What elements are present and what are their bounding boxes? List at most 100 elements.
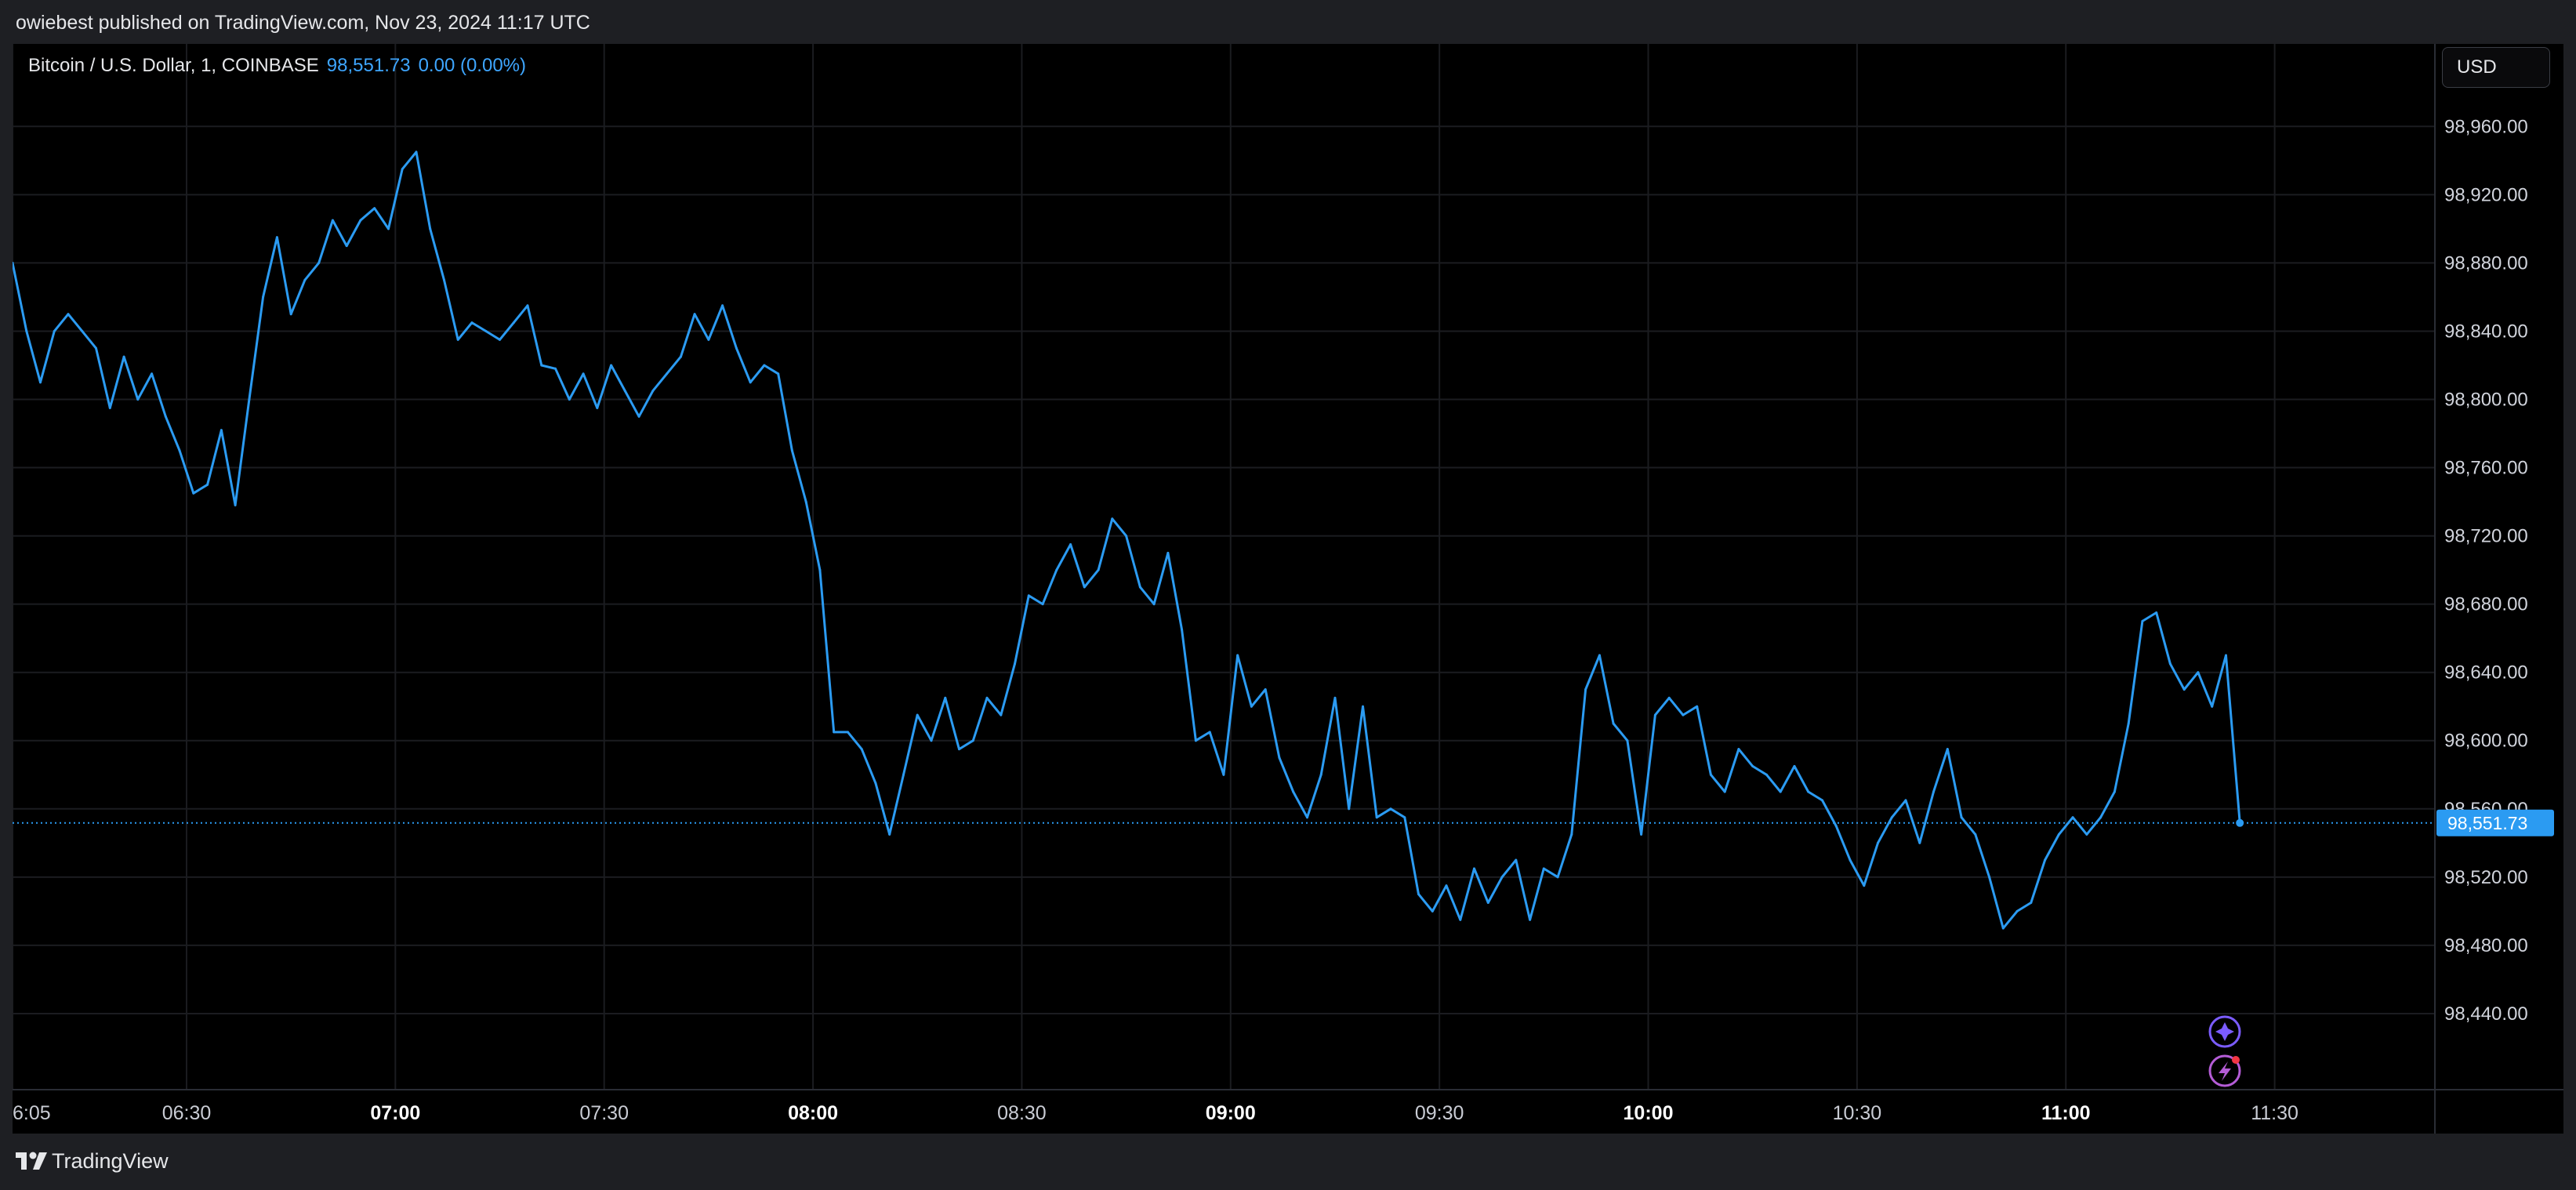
last-price-point: [2236, 818, 2244, 827]
data-point: [610, 364, 613, 367]
data-point: [2085, 833, 2088, 836]
tradingview-brand[interactable]: TradingView: [52, 1149, 169, 1173]
data-point: [1403, 816, 1406, 819]
data-point: [2141, 619, 2144, 622]
data-point: [456, 338, 459, 341]
data-point: [1598, 654, 1601, 657]
data-point: [1125, 535, 1128, 538]
x-tick-label: 09:30: [1415, 1102, 1464, 1124]
y-tick-label: 98,720.00: [2444, 526, 2528, 547]
y-tick-label: 98,800.00: [2444, 389, 2528, 410]
data-point: [1612, 722, 1615, 725]
data-point: [1486, 902, 1489, 904]
data-point: [735, 346, 738, 350]
data-point: [289, 313, 292, 316]
data-point: [1181, 628, 1184, 631]
data-point: [1779, 790, 1782, 793]
price-series: [13, 151, 2241, 930]
data-point: [790, 449, 793, 452]
data-point: [833, 731, 836, 734]
data-point: [1667, 696, 1671, 699]
data-point: [1682, 713, 1685, 717]
y-tick-label: 98,480.00: [2444, 935, 2528, 956]
x-tick-label: 08:30: [997, 1102, 1047, 1124]
data-point: [902, 773, 905, 776]
publication-header: owiebest published on TradingView.com, N…: [0, 0, 2576, 45]
data-point: [526, 304, 529, 307]
data-point: [108, 406, 111, 409]
data-point: [651, 390, 655, 393]
y-tick-label: 98,640.00: [2444, 662, 2528, 684]
last-price-badge-label: 98,551.73: [2447, 813, 2527, 833]
currency-button[interactable]: USD: [2442, 47, 2550, 88]
price-chart[interactable]: 98,960.00 98,920.00 98,880.00 98,840.00 98,8…: [13, 44, 2563, 1134]
y-tick-labels: 98,960.00 98,920.00 98,880.00 98,840.00 98,8…: [2444, 116, 2528, 1025]
data-point: [693, 313, 696, 316]
data-point: [2211, 705, 2214, 708]
data-point: [749, 381, 752, 384]
data-point: [596, 406, 599, 409]
data-point: [874, 782, 877, 785]
data-point: [1362, 705, 1364, 708]
x-tick-label: 07:00: [370, 1102, 420, 1124]
data-point: [1653, 713, 1656, 717]
symbol-legend[interactable]: Bitcoin / U.S. Dollar, 1, COINBASE 98,551…: [28, 55, 526, 77]
data-point: [763, 364, 766, 367]
data-point: [345, 245, 348, 248]
ai-assistant-button[interactable]: [2208, 1015, 2241, 1048]
series-line-tail: [2224, 655, 2241, 823]
data-point: [916, 713, 919, 717]
notification-dot: [2232, 1056, 2240, 1064]
data-point: [1904, 799, 1907, 802]
data-point: [2057, 833, 2060, 836]
data-point: [1584, 688, 1587, 691]
data-point: [2197, 671, 2200, 674]
data-point: [1348, 807, 1351, 811]
data-point: [443, 278, 445, 281]
data-point: [1027, 594, 1030, 597]
x-tick-labels: 6:05 06:30 07:00 07:30 08:00 08:30 09:00 09:30 1…: [13, 1102, 2298, 1124]
symbol-name[interactable]: Bitcoin / U.S. Dollar, 1, COINBASE: [28, 55, 319, 76]
legend-price: 98,551.73: [326, 55, 411, 76]
data-point: [1111, 517, 1114, 521]
data-point: [1306, 816, 1308, 819]
chart-area[interactable]: 98,960.00 98,920.00 98,880.00 98,840.00 98,8…: [13, 44, 2563, 1134]
data-point: [777, 372, 780, 376]
data-point: [234, 503, 237, 506]
data-point: [1041, 603, 1044, 606]
data-point: [192, 492, 195, 495]
data-point: [1570, 833, 1573, 836]
data-point: [1292, 790, 1295, 793]
data-point: [568, 398, 571, 401]
data-point: [1208, 731, 1211, 734]
data-point: [930, 739, 933, 742]
data-point: [151, 372, 154, 376]
data-point: [275, 236, 278, 239]
data-point: [847, 731, 849, 734]
data-point: [2127, 722, 2130, 725]
y-tick-label: 98,760.00: [2444, 458, 2528, 479]
data-point: [470, 321, 473, 325]
data-point: [1640, 833, 1643, 836]
data-point: [1097, 568, 1100, 571]
data-point: [1417, 893, 1420, 896]
data-point: [2001, 927, 2005, 930]
data-point: [1333, 696, 1337, 699]
data-point: [1863, 884, 1866, 887]
data-point: [1793, 764, 1796, 767]
alerts-button[interactable]: [2208, 1054, 2241, 1087]
price-scale: [13, 44, 2563, 1134]
data-point: [13, 261, 14, 264]
data-point: [484, 329, 488, 332]
data-point: [2044, 858, 2047, 862]
data-point: [1166, 551, 1170, 554]
data-point: [122, 355, 125, 358]
published-by-text: owiebest published on TradingView.com, N…: [16, 12, 590, 34]
data-point: [1932, 790, 1935, 793]
data-point: [67, 313, 70, 316]
data-point: [317, 261, 321, 264]
data-point: [164, 415, 167, 418]
data-point: [220, 429, 223, 432]
y-tick-label: 98,920.00: [2444, 184, 2528, 205]
data-point: [1152, 603, 1156, 606]
